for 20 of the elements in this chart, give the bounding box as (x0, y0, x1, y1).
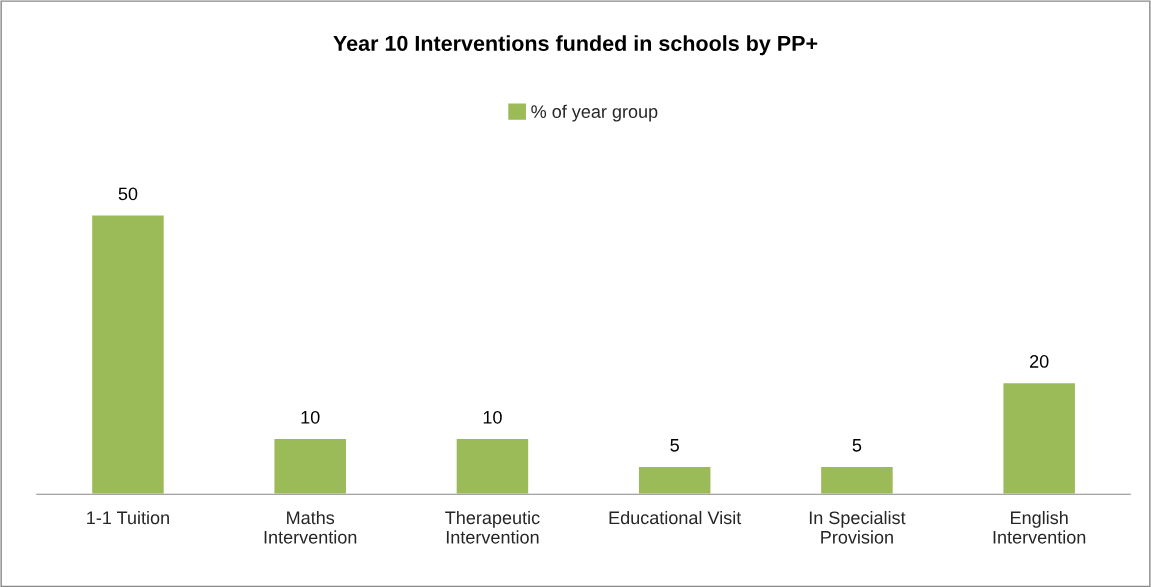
bar (637, 465, 712, 495)
legend-label: % of year group (531, 104, 658, 122)
bar (819, 465, 895, 495)
data-label: 10 (301, 410, 320, 424)
data-label: 10 (483, 410, 502, 424)
x-tick-label: Therapeutic Intervention (445, 510, 540, 544)
bar (273, 437, 348, 495)
data-label: 5 (670, 439, 679, 452)
data-label: 20 (1030, 355, 1049, 368)
bar (1002, 381, 1077, 495)
data-label: 50 (118, 187, 138, 201)
chart-title: Year 10 Interventions funded in schools by PP+ (333, 35, 818, 56)
x-tick-label: English Intervention (993, 510, 1086, 544)
x-tick-label: Maths Intervention (264, 510, 357, 544)
bar (455, 437, 530, 495)
x-tick-label: Educational Visit (609, 510, 742, 525)
bar (90, 214, 166, 495)
data-label: 5 (852, 439, 862, 452)
x-tick-label: In Specialist Provision (809, 510, 906, 544)
x-tick-label: 1-1 Tuition (87, 510, 169, 525)
